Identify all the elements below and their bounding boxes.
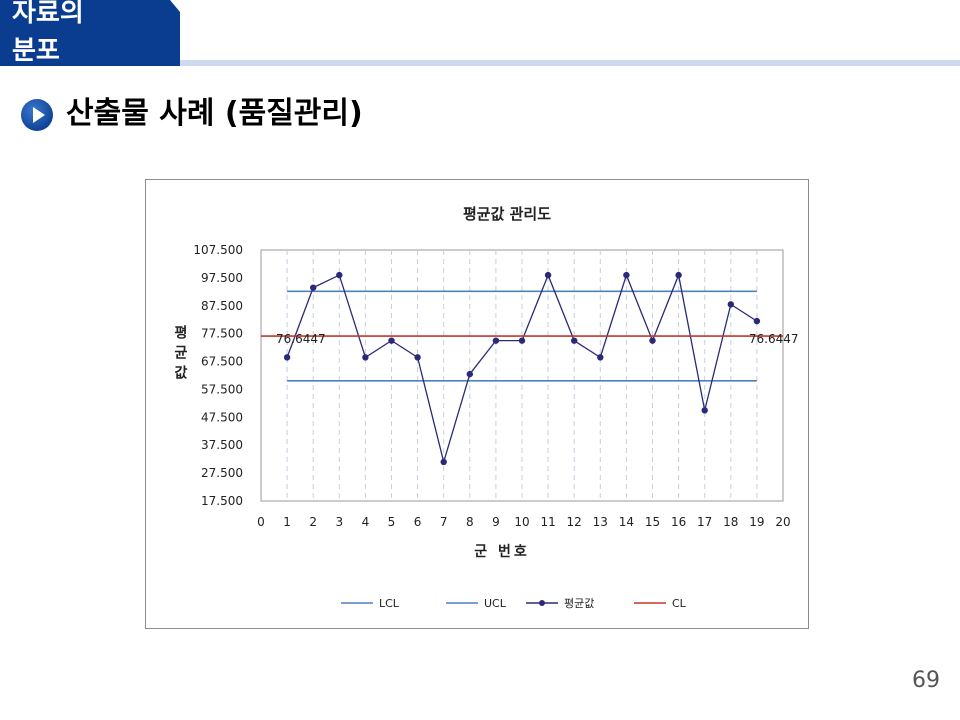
legend-marker [539, 600, 545, 606]
data-point [283, 354, 291, 361]
legend-label: UCL [484, 597, 507, 610]
data-point [440, 458, 447, 466]
data-point [466, 370, 473, 378]
x-tick-label: 14 [619, 515, 634, 529]
data-point [623, 271, 630, 279]
page-number: 69 [912, 668, 940, 693]
chart-container: 평균값 관리도 0 1 2 3 4 5 6 7 8 9 10 11 12 13 14 15 16 17 18 19 20 1… [145, 179, 809, 629]
slide-title: 산출물 사례 (품질관리) [66, 96, 363, 131]
x-tick-label: 2 [309, 515, 317, 529]
section-label: 자료의 분포 [12, 0, 84, 66]
data-point [362, 354, 369, 361]
cl-value-label: 76.6447 [276, 332, 326, 346]
data-point [388, 337, 395, 344]
x-axis-label: 군 번호 [474, 544, 530, 560]
y-tick-label: 67.500 [201, 355, 243, 369]
x-tick-label: 5 [388, 515, 396, 529]
y-tick-label: 107.500 [193, 243, 243, 257]
data-point [701, 407, 708, 414]
data-point [492, 337, 500, 344]
y-axis-label: 평균값 [172, 324, 188, 385]
y-tick-label: 17.500 [201, 494, 243, 508]
section-tab: 자료의 분포 [0, 0, 180, 66]
x-tick-label: 6 [414, 515, 422, 529]
x-tick-label: 17 [697, 515, 712, 529]
x-tick-label: 8 [466, 515, 474, 529]
x-tick-label: 18 [723, 515, 738, 529]
chart-title: 평균값 관리도 [463, 205, 551, 223]
data-point [310, 284, 317, 291]
x-tick-label: 10 [514, 515, 529, 529]
legend-label: CL [672, 597, 687, 610]
x-tick-label: 1 [283, 515, 291, 529]
x-tick-label: 19 [749, 515, 764, 529]
data-point [597, 354, 604, 361]
legend-label: 평균값 [564, 597, 594, 610]
data-point [675, 271, 682, 279]
data-point [649, 337, 656, 344]
y-tick-label: 77.500 [201, 327, 243, 341]
data-point [518, 337, 526, 344]
play-circle-icon [21, 99, 53, 131]
y-tick-label: 37.500 [201, 438, 243, 452]
x-tick-label: 13 [593, 515, 608, 529]
data-point [727, 301, 734, 308]
data-point [753, 317, 761, 325]
x-tick-label: 12 [567, 515, 582, 529]
y-tick-label: 97.500 [201, 271, 243, 285]
cl-value-label: 76.6447 [749, 332, 799, 346]
x-tick-label: 16 [671, 515, 686, 529]
x-tick-label: 20 [775, 515, 790, 529]
y-tick-label: 47.500 [201, 410, 243, 424]
x-tick-label: 9 [492, 515, 500, 529]
x-tick-label: 0 [257, 515, 265, 529]
x-tick-label: 11 [540, 515, 555, 529]
data-point [571, 337, 578, 344]
y-tick-label: 87.500 [201, 299, 243, 313]
y-tick-label: 27.500 [201, 466, 243, 480]
data-point [414, 354, 421, 361]
y-tick-label: 57.500 [201, 382, 243, 396]
legend-label: LCL [379, 597, 400, 610]
data-point [336, 271, 343, 279]
header-divider [180, 60, 960, 66]
data-point [544, 271, 552, 279]
x-tick-label: 7 [440, 515, 448, 529]
x-tick-label: 3 [335, 515, 343, 529]
x-tick-label: 4 [362, 515, 370, 529]
x-tick-label: 15 [645, 515, 660, 529]
